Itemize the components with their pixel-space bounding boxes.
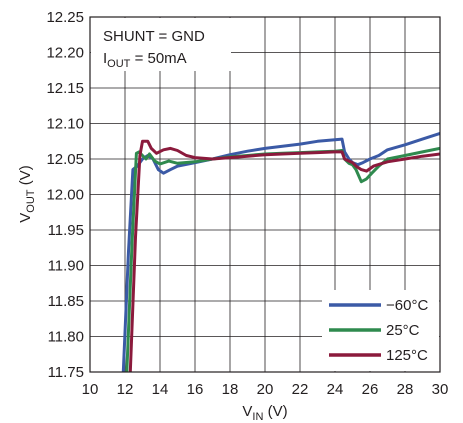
x-tick-label: 28 bbox=[397, 381, 414, 398]
y-tick-label: 12.10 bbox=[46, 116, 84, 133]
series-line-2 bbox=[128, 139, 440, 372]
annotation-line-2: IOUT = 50mA bbox=[103, 50, 187, 70]
x-tick-label: 30 bbox=[432, 381, 449, 398]
legend-label-0: −60°C bbox=[386, 297, 428, 314]
y-tick-label: 12.20 bbox=[46, 45, 84, 62]
y-tick-label: 11.90 bbox=[48, 258, 84, 275]
y-axis-label: VOUT (V) bbox=[17, 165, 37, 222]
x-tick-label: 22 bbox=[292, 381, 309, 398]
x-tick-label: 24 bbox=[327, 381, 344, 398]
y-axis-label-main: V bbox=[17, 213, 34, 223]
x-tick-label: 16 bbox=[187, 381, 204, 398]
annotation-box bbox=[91, 18, 231, 71]
x-axis-label-main: V bbox=[242, 403, 252, 420]
y-tick-label: 11.95 bbox=[48, 222, 84, 239]
legend-label-2: 125°C bbox=[386, 347, 428, 364]
x-axis-label-sub: IN bbox=[252, 411, 263, 423]
annotation-line-1: SHUNT = GND bbox=[103, 28, 205, 45]
annotation-line-2-main: I bbox=[103, 50, 107, 67]
series-layer bbox=[121, 131, 440, 372]
x-tick-label: 18 bbox=[222, 381, 239, 398]
legend: −60°C 25°C 125°C bbox=[329, 297, 428, 364]
x-tick-label: 20 bbox=[257, 381, 274, 398]
x-tick-label: 26 bbox=[362, 381, 379, 398]
annotation-line-2-rest: = 50mA bbox=[130, 50, 186, 67]
y-tick-label: 12.00 bbox=[46, 187, 84, 204]
legend-label-1: 25°C bbox=[386, 322, 420, 339]
y-axis-label-unit: (V) bbox=[17, 165, 34, 189]
x-tick-label: 12 bbox=[117, 381, 134, 398]
x-axis-label-unit: (V) bbox=[263, 403, 287, 420]
y-tick-label: 12.25 bbox=[46, 9, 84, 26]
x-tick-label: 10 bbox=[82, 381, 99, 398]
y-tick-label: 11.75 bbox=[48, 364, 84, 381]
y-tick-label: 12.05 bbox=[46, 151, 84, 168]
x-tick-label: 14 bbox=[152, 381, 169, 398]
y-tick-labels: 11.75 11.80 11.85 11.90 11.95 12.00 12.05 12.10… bbox=[46, 9, 84, 381]
plot-frame bbox=[89, 16, 441, 373]
y-tick-label: 12.15 bbox=[46, 80, 84, 97]
y-tick-label: 11.80 bbox=[48, 329, 84, 346]
x-tick-labels: 10 12 14 16 18 20 22 24 26 28 30 bbox=[82, 381, 449, 398]
annotation-line-2-sub: OUT bbox=[107, 58, 131, 70]
y-tick-label: 11.85 bbox=[48, 293, 84, 310]
y-axis-label-sub: OUT bbox=[25, 189, 37, 213]
x-axis-label: VIN (V) bbox=[242, 403, 287, 423]
